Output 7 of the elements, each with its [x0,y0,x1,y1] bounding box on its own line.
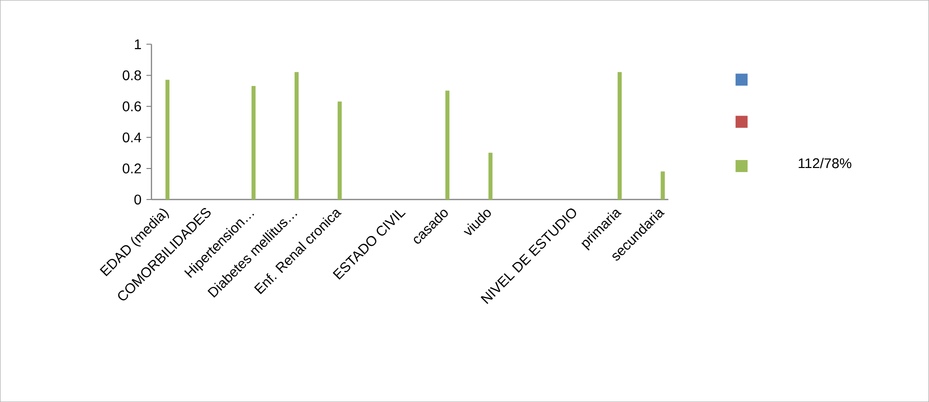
y-tick-label: 0.4 [122,132,142,142]
y-tick-label: 0.2 [122,163,141,174]
y-tick-label: 0.6 [122,101,141,112]
y-tick-label: 1 [134,39,141,50]
text: 112/78% [798,158,852,168]
y-tick-label: 0 [134,194,142,204]
y-tick-label: 0.8 [122,70,141,80]
